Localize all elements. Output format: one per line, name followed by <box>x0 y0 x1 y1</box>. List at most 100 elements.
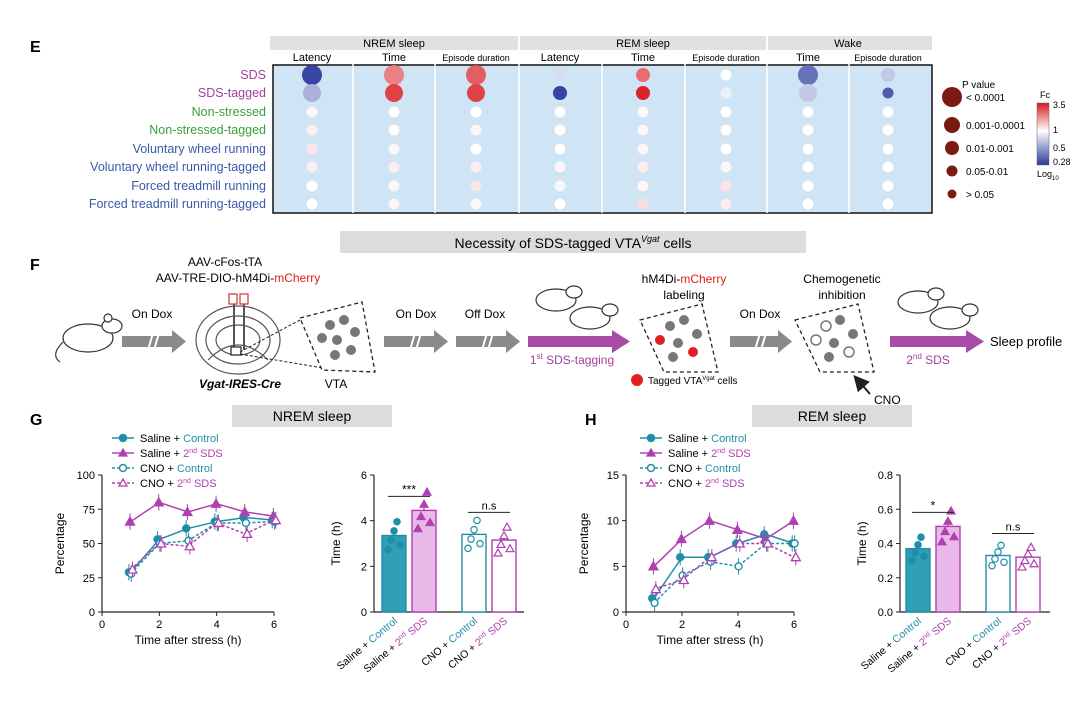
p-value-legend: < 0.0001 0.001-0.0001 0.01-0.001 0.05-0.01 >… <box>942 87 1025 201</box>
matrix-dot <box>470 106 482 118</box>
data-point <box>155 537 167 548</box>
row-label: Voluntary wheel running <box>133 142 266 156</box>
matrix-dot <box>306 143 318 155</box>
matrix-dot <box>388 124 400 136</box>
matrix-dot <box>554 161 566 173</box>
tagged-cell-legend: Tagged VTAVgat cells <box>648 376 737 387</box>
bar-point <box>945 505 957 515</box>
timeline-break-mark <box>415 332 422 351</box>
on-dox-label-3: On Dox <box>740 307 781 321</box>
column-header: Latency <box>541 52 580 64</box>
y-axis-label: Time (h) <box>329 521 343 565</box>
matrix-dot <box>470 143 482 155</box>
timeline-arrow-shaft <box>456 336 506 347</box>
x-axis-label: Time after stress (h) <box>657 633 764 647</box>
mouse-icon <box>55 313 123 363</box>
p-legend-label: < 0.0001 <box>966 93 1006 104</box>
social-defeat-mice-icon <box>535 285 619 330</box>
matrix-dot <box>882 180 894 192</box>
matrix-dot <box>384 65 404 85</box>
p-legend-dot <box>946 165 958 177</box>
sleep-profile-label: Sleep profile <box>990 334 1062 349</box>
y-tick-label: 0.6 <box>878 504 893 516</box>
chemogenetic-line-1: Chemogenetic <box>803 272 880 286</box>
matrix-dot <box>637 143 649 155</box>
bar-point <box>1016 561 1028 571</box>
off-dox-label: Off Dox <box>465 307 505 321</box>
matrix-dot <box>802 198 814 210</box>
legend-label: Saline + Control <box>668 433 747 445</box>
panel-h-legend: Saline + Control Saline + 2nd SDS CNO + Co… <box>640 433 751 490</box>
series-line <box>653 519 795 567</box>
sds-tagging-arrow <box>528 330 630 353</box>
bar-point <box>1022 548 1034 558</box>
fc-tick-1: 1 <box>1053 125 1058 135</box>
labeling-line-2: labeling <box>663 288 704 302</box>
zoom-line <box>239 353 336 371</box>
data-point <box>212 517 225 528</box>
panel-h-title: REM sleep <box>798 408 867 424</box>
bar-point <box>467 535 475 543</box>
bar-point <box>495 539 507 548</box>
legend-marker <box>645 477 657 487</box>
panel-f-title: Necessity of SDS-tagged VTAVgat cells <box>455 234 692 251</box>
second-sds-mice-icon <box>897 287 979 330</box>
fc-log-label: Log10 <box>1037 169 1059 182</box>
matrix-dot <box>882 161 894 173</box>
legend-label: Saline + 2nd SDS <box>140 448 223 460</box>
bar-point <box>421 486 433 496</box>
mouse-line-label: Vgat-IRES-Cre <box>199 377 281 391</box>
y-tick-label: 100 <box>77 470 95 482</box>
bar-point <box>917 533 925 542</box>
labeled-vta-cells <box>655 315 702 362</box>
y-tick-label: 10 <box>607 516 619 528</box>
fc-colorbar <box>1036 102 1050 166</box>
matrix-dot <box>720 143 732 155</box>
panel-f-title-band <box>340 231 806 253</box>
data-point <box>647 560 660 571</box>
p-legend-dot <box>947 189 957 199</box>
matrix-dot <box>636 86 650 100</box>
y-tick-label: 0.2 <box>878 573 893 585</box>
y-tick-label: 50 <box>83 539 95 551</box>
bar-point <box>936 536 948 546</box>
x-tick-label: 4 <box>735 619 741 631</box>
matrix-dot <box>554 180 566 192</box>
y-tick-label: 15 <box>607 470 619 482</box>
series-line <box>653 542 794 604</box>
data-point <box>731 523 744 534</box>
legend-marker <box>118 433 128 443</box>
matrix-dot <box>637 180 649 192</box>
panel-h-title-band <box>752 405 912 427</box>
matrix-dot <box>470 198 482 210</box>
legend-label: Saline + Control <box>140 433 219 445</box>
on-dox-label-1: On Dox <box>132 307 173 321</box>
matrix-dot <box>799 84 817 102</box>
x-tick-label: 0 <box>99 619 105 631</box>
x-tick-label: 0 <box>623 619 629 631</box>
cno-arrow <box>853 374 871 395</box>
group-header-rem: REM sleep <box>616 38 670 50</box>
bar-point <box>470 525 478 534</box>
bar-point <box>997 541 1005 550</box>
matrix-dot <box>467 84 485 102</box>
data-point <box>241 528 253 539</box>
bar-point <box>914 541 922 549</box>
timeline-arrow-head <box>172 330 186 353</box>
matrix-dot <box>636 68 650 82</box>
row-label: SDS <box>240 68 266 82</box>
matrix-dot <box>388 106 400 118</box>
matrix-dot <box>470 161 482 173</box>
panel-h: H REM sleep Saline + Control Saline + 2nd… <box>577 405 1050 675</box>
matrix-dot <box>302 65 322 85</box>
y-axis-label: Time (h) <box>855 521 869 565</box>
matrix-dot <box>306 198 318 210</box>
y-tick-label: 0.0 <box>878 607 893 619</box>
matrix-dot <box>388 180 400 192</box>
row-label: Voluntary wheel running-tagged <box>90 160 266 174</box>
data-point <box>270 514 282 525</box>
data-point <box>678 574 690 585</box>
bar-point <box>418 499 430 508</box>
panel-g-title: NREM sleep <box>273 408 352 424</box>
y-tick-label: 4 <box>361 516 367 528</box>
